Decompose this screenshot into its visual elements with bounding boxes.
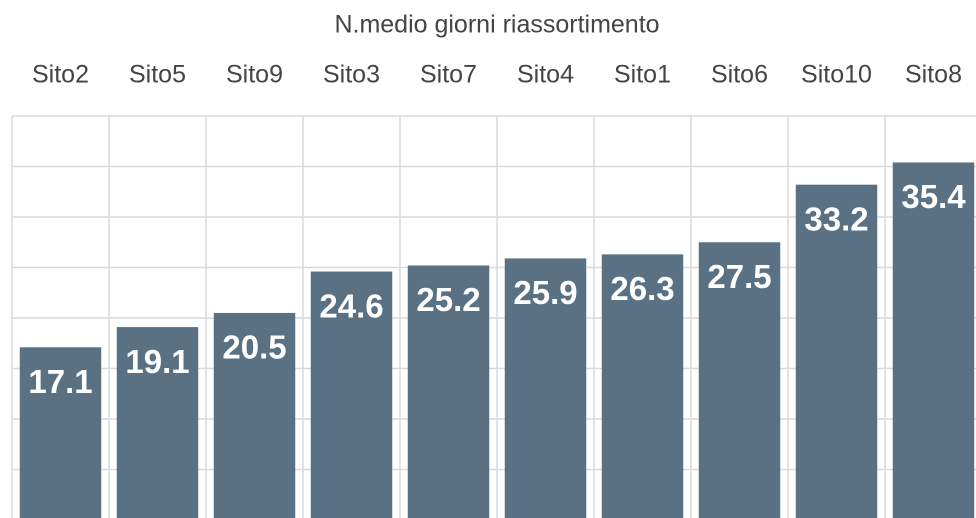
data-label: 20.5 [222,329,286,366]
x-tick-label: Sito9 [226,61,283,89]
bar [19,347,102,518]
data-label: 26.3 [610,270,674,307]
data-label: 24.6 [319,287,383,324]
x-tick-label: Sito10 [801,61,872,89]
bar [504,258,587,518]
x-tick-label: Sito2 [32,61,89,89]
x-tick-label: Sito1 [614,61,671,89]
bar [116,327,199,518]
bar [892,162,975,518]
x-tick-label: Sito6 [711,61,768,89]
x-tick-label: Sito4 [517,61,574,89]
x-tick-label: Sito3 [323,61,380,89]
bar [795,184,878,518]
bar [407,265,490,518]
data-label: 25.2 [416,281,480,318]
data-label: 33.2 [804,200,868,237]
data-label: 27.5 [707,258,771,295]
chart-title: N.medio giorni riassortimento [334,11,659,39]
x-tick-label: Sito8 [905,61,962,89]
data-label: 17.1 [28,363,92,400]
data-label: 25.9 [513,274,577,311]
bar [310,271,393,518]
x-tick-label: Sito5 [129,61,186,89]
bar [698,242,781,518]
x-tick-label: Sito7 [420,61,477,89]
bar [213,312,296,518]
data-label: 19.1 [125,343,189,380]
bar [601,254,684,518]
data-label: 35.4 [901,178,966,215]
